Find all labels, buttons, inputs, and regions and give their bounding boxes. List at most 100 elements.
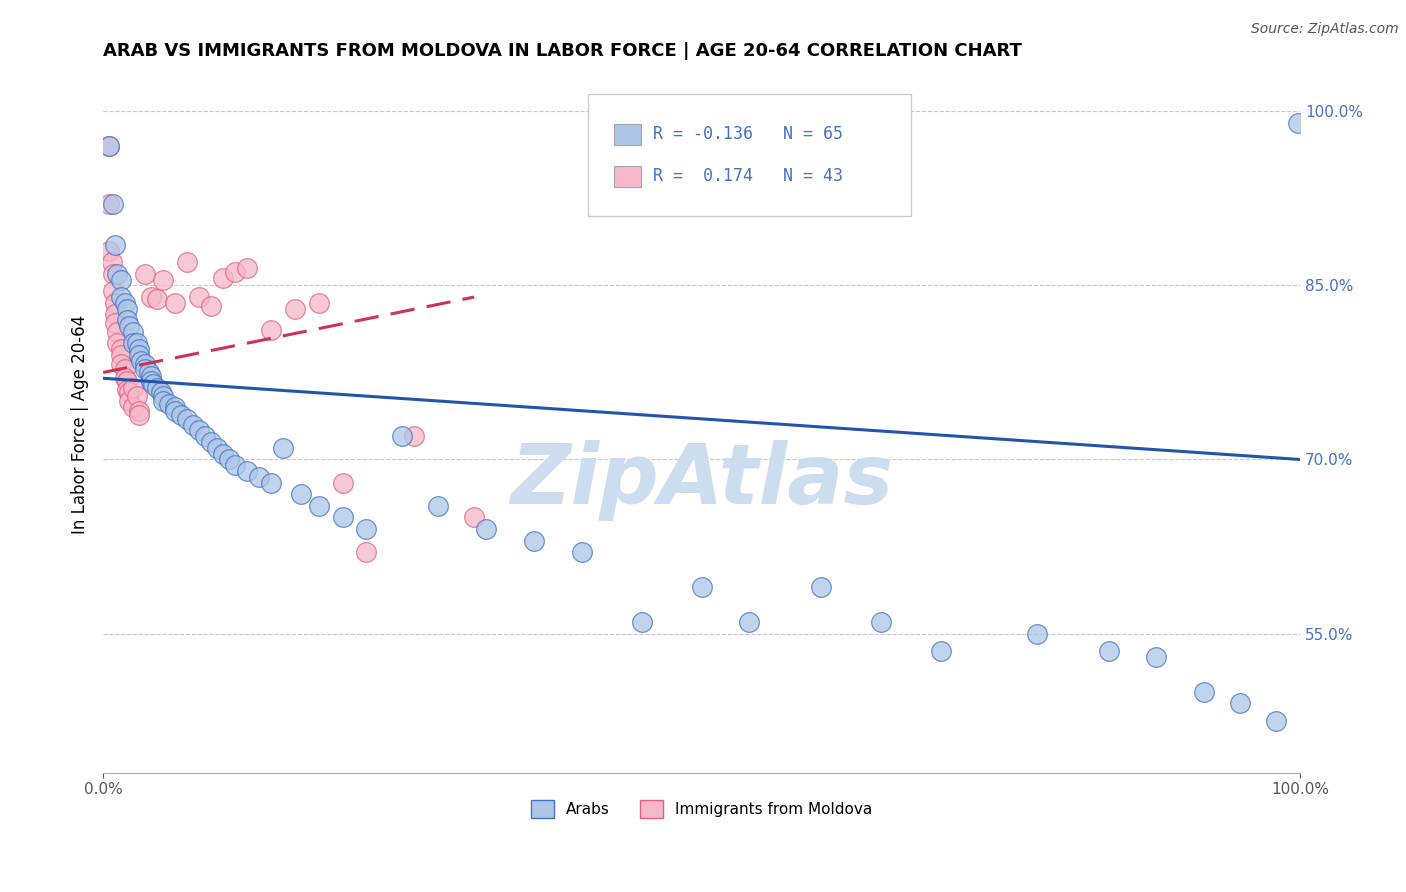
Point <box>134 362 156 376</box>
Point <box>101 267 124 281</box>
Point <box>163 296 186 310</box>
Point <box>128 343 150 357</box>
Point <box>1194 684 1216 698</box>
Bar <box>614 124 641 145</box>
Point <box>134 357 156 371</box>
Point <box>224 264 246 278</box>
Y-axis label: In Labor Force | Age 20-64: In Labor Force | Age 20-64 <box>72 315 89 534</box>
Point <box>738 615 761 629</box>
Point <box>181 417 204 432</box>
Point <box>260 475 283 490</box>
Point <box>104 296 127 310</box>
Point <box>247 470 270 484</box>
Point <box>163 403 186 417</box>
Point <box>122 325 145 339</box>
Point <box>152 272 174 286</box>
Point <box>138 366 160 380</box>
Point <box>224 458 246 473</box>
Point <box>194 429 217 443</box>
Point <box>115 313 138 327</box>
Point <box>98 139 121 153</box>
Point <box>1286 116 1309 130</box>
Point <box>236 260 259 275</box>
Point <box>205 441 228 455</box>
Point <box>101 284 124 298</box>
Point <box>128 403 150 417</box>
Point <box>122 336 145 351</box>
Point <box>356 522 378 536</box>
Point <box>110 357 132 371</box>
Point <box>125 389 148 403</box>
Point <box>356 545 378 559</box>
Point <box>290 487 312 501</box>
Text: R =  0.174   N = 43: R = 0.174 N = 43 <box>652 167 842 186</box>
Point <box>427 499 450 513</box>
Point <box>118 394 141 409</box>
Point <box>271 441 294 455</box>
Point <box>404 429 426 443</box>
Point <box>1144 649 1167 664</box>
Point <box>391 429 413 443</box>
Text: R = -0.136   N = 65: R = -0.136 N = 65 <box>652 126 842 144</box>
Point <box>110 348 132 362</box>
Point <box>125 336 148 351</box>
Point <box>211 271 233 285</box>
Point <box>128 409 150 423</box>
Point <box>146 380 169 394</box>
Point <box>308 296 330 310</box>
Point <box>630 615 652 629</box>
Point <box>218 452 240 467</box>
Point <box>187 290 209 304</box>
Point <box>110 290 132 304</box>
Point <box>118 319 141 334</box>
Point <box>131 354 153 368</box>
Bar <box>614 166 641 186</box>
Point <box>122 380 145 394</box>
Text: ARAB VS IMMIGRANTS FROM MOLDOVA IN LABOR FORCE | AGE 20-64 CORRELATION CHART: ARAB VS IMMIGRANTS FROM MOLDOVA IN LABOR… <box>103 42 1022 60</box>
Point <box>139 374 162 388</box>
Point <box>176 412 198 426</box>
Point <box>1097 644 1119 658</box>
Point <box>200 299 222 313</box>
Point <box>98 244 121 258</box>
Point <box>463 510 485 524</box>
Point <box>332 510 354 524</box>
Point <box>107 267 129 281</box>
Point <box>690 580 713 594</box>
Point <box>98 197 121 211</box>
Point <box>1025 626 1047 640</box>
Point <box>170 409 193 423</box>
Point <box>115 301 138 316</box>
Point <box>110 343 132 357</box>
FancyBboxPatch shape <box>588 94 911 216</box>
Legend: Arabs, Immigrants from Moldova: Arabs, Immigrants from Moldova <box>524 793 879 824</box>
Point <box>98 139 121 153</box>
Point <box>122 401 145 415</box>
Point <box>176 255 198 269</box>
Point <box>114 296 136 310</box>
Point <box>139 290 162 304</box>
Text: ZipAtlas: ZipAtlas <box>510 440 893 521</box>
Point <box>163 401 186 415</box>
Point <box>107 336 129 351</box>
Point <box>115 374 138 388</box>
Point <box>101 197 124 211</box>
Point <box>114 371 136 385</box>
Point <box>104 308 127 322</box>
Point <box>236 464 259 478</box>
Point <box>128 348 150 362</box>
Point <box>104 237 127 252</box>
Point <box>523 533 546 548</box>
Point <box>152 394 174 409</box>
Point <box>810 580 832 594</box>
Point <box>929 644 952 658</box>
Point <box>187 424 209 438</box>
Point <box>134 267 156 281</box>
Point <box>110 272 132 286</box>
Point <box>114 362 136 376</box>
Point <box>1229 696 1251 710</box>
Text: Source: ZipAtlas.com: Source: ZipAtlas.com <box>1251 22 1399 37</box>
Point <box>100 255 122 269</box>
Point <box>118 385 141 400</box>
Point <box>475 522 498 536</box>
